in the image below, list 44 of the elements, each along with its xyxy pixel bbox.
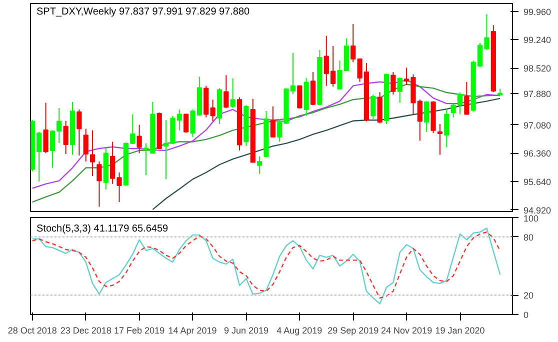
y-tick-label: 96.360 — [524, 148, 552, 159]
x-tick-label: 17 Feb 2019 — [114, 326, 165, 336]
candlestick — [43, 102, 48, 154]
candlestick — [390, 72, 396, 95]
candlestick — [257, 156, 262, 175]
candlestick — [90, 130, 96, 177]
y-tick-label: 20 — [524, 290, 534, 301]
text: Stoch(5,3,3) 41.1179 65.6459 — [36, 224, 169, 234]
y-tick-label: 80 — [524, 232, 534, 242]
candlestick — [63, 120, 68, 154]
chart-title: SPT_DXY,Weekly 97.837 97.991 97.829 97.880 — [36, 6, 250, 18]
x-tick-label: 19 Jan 2020 — [435, 326, 485, 336]
x-tick-label: 28 Oct 2018 — [8, 326, 57, 336]
y-tick-label: 99.960 — [524, 6, 552, 17]
y-tick-label: 0 — [524, 310, 529, 320]
candlestick — [424, 100, 430, 132]
y-tick-label: 94.920 — [524, 205, 552, 216]
y-tick-label: 97.880 — [524, 88, 552, 99]
candlestick — [437, 124, 443, 156]
y-tick-label: 99.240 — [524, 35, 552, 46]
candlestick — [310, 72, 316, 106]
candlestick — [370, 94, 376, 120]
candlestick — [184, 113, 189, 134]
candlestick — [83, 128, 88, 162]
x-tick-label: 9 Jun 2019 — [224, 326, 268, 336]
candlestick — [297, 84, 302, 109]
candlestick — [224, 74, 229, 109]
candlestick — [270, 106, 276, 138]
candlestick — [230, 78, 236, 108]
y-tick-label: 97.080 — [524, 120, 552, 130]
candlestick — [397, 77, 402, 104]
x-tick-label: 24 Nov 2019 — [381, 326, 432, 336]
y-tick-label: 100 — [524, 214, 539, 224]
y-tick-label: 98.520 — [524, 64, 552, 74]
candlestick — [76, 108, 82, 156]
x-tick-label: 23 Dec 2018 — [60, 326, 112, 336]
x-tick-label: 14 Apr 2019 — [168, 326, 217, 336]
candlestick — [96, 160, 102, 208]
candlestick — [444, 108, 450, 148]
y-tick-label: 95.640 — [524, 177, 552, 188]
candlestick — [464, 81, 470, 116]
x-tick-label: 29 Sep 2019 — [328, 326, 379, 336]
candlestick — [136, 124, 142, 154]
x-tick-label: 4 Aug 2019 — [276, 326, 322, 336]
